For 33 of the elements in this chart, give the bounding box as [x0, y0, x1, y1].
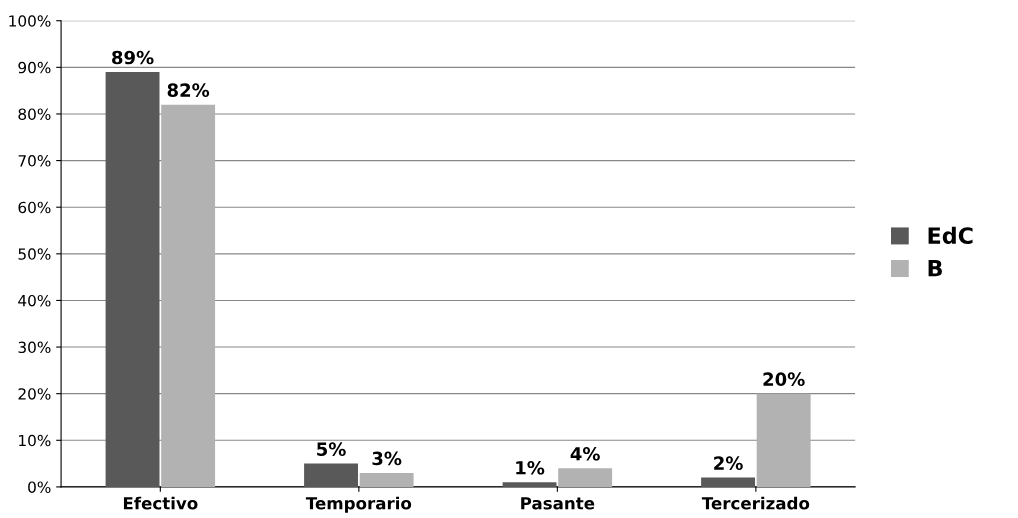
data-label: 1%	[516, 460, 545, 475]
x-tick-label: Tercerizado	[701, 496, 810, 510]
y-tick-label: 100%	[9, 15, 51, 27]
legend-label: B	[928, 260, 942, 277]
bar	[359, 472, 414, 487]
bar	[701, 477, 756, 487]
x-tick-label: Efectivo	[123, 496, 198, 510]
data-label: 2%	[714, 456, 743, 470]
data-label: 5%	[317, 442, 346, 456]
y-tick-label: 80%	[18, 108, 51, 120]
y-tick-label: 10%	[19, 434, 51, 447]
y-tick-label: 60%	[18, 201, 51, 214]
data-label: 89%	[112, 50, 154, 65]
bar	[105, 72, 160, 487]
bar	[161, 104, 216, 487]
x-tick-label: Pasante	[521, 497, 595, 510]
y-tick-label: 0%	[28, 481, 51, 493]
y-tick-label: 70%	[18, 155, 51, 167]
y-tick-label: 90%	[18, 61, 51, 74]
x-tick-label: Temporario	[305, 496, 412, 513]
data-label: 3%	[372, 451, 402, 466]
y-tick-label: 50%	[18, 248, 51, 260]
y-tick-label: 30%	[18, 341, 51, 354]
bar	[502, 482, 557, 487]
bar	[558, 468, 613, 487]
data-label: 20%	[763, 372, 805, 387]
bar	[756, 393, 811, 487]
bar	[304, 463, 359, 487]
y-tick-label: 40%	[18, 294, 51, 307]
data-label: 82%	[167, 83, 210, 97]
legend-label: EdC	[928, 226, 973, 244]
data-label: 4%	[570, 446, 600, 461]
y-tick-label: 20%	[18, 388, 51, 400]
